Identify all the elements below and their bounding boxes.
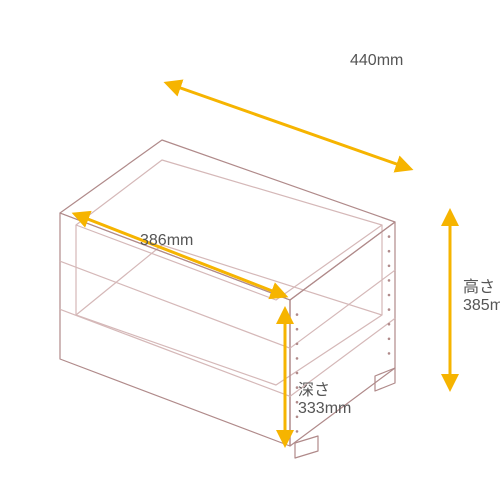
dim-depth: 深さ333mm [298, 381, 351, 417]
dim-width-top: 440mm [350, 52, 403, 69]
dimension-diagram: 440mm 386mm 高さ385mm 深さ333mm [0, 0, 500, 500]
dim-width-left: 386mm [140, 232, 193, 249]
dim-height: 高さ385mm [463, 278, 500, 314]
